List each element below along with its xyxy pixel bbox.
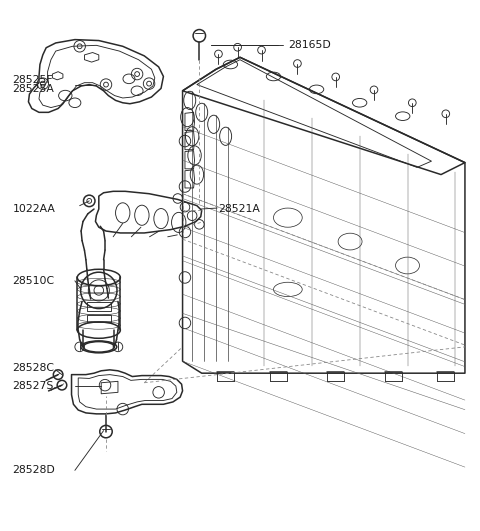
Text: 28525A: 28525A <box>12 84 55 95</box>
Text: 28525F: 28525F <box>12 75 53 85</box>
Text: 28521A: 28521A <box>218 204 260 214</box>
Text: 28528D: 28528D <box>12 465 55 475</box>
Text: 1022AA: 1022AA <box>12 204 56 214</box>
Text: 28527S: 28527S <box>12 381 54 391</box>
Text: 28165D: 28165D <box>288 40 331 50</box>
Text: 28510C: 28510C <box>12 276 55 286</box>
Text: 28528C: 28528C <box>12 363 55 373</box>
